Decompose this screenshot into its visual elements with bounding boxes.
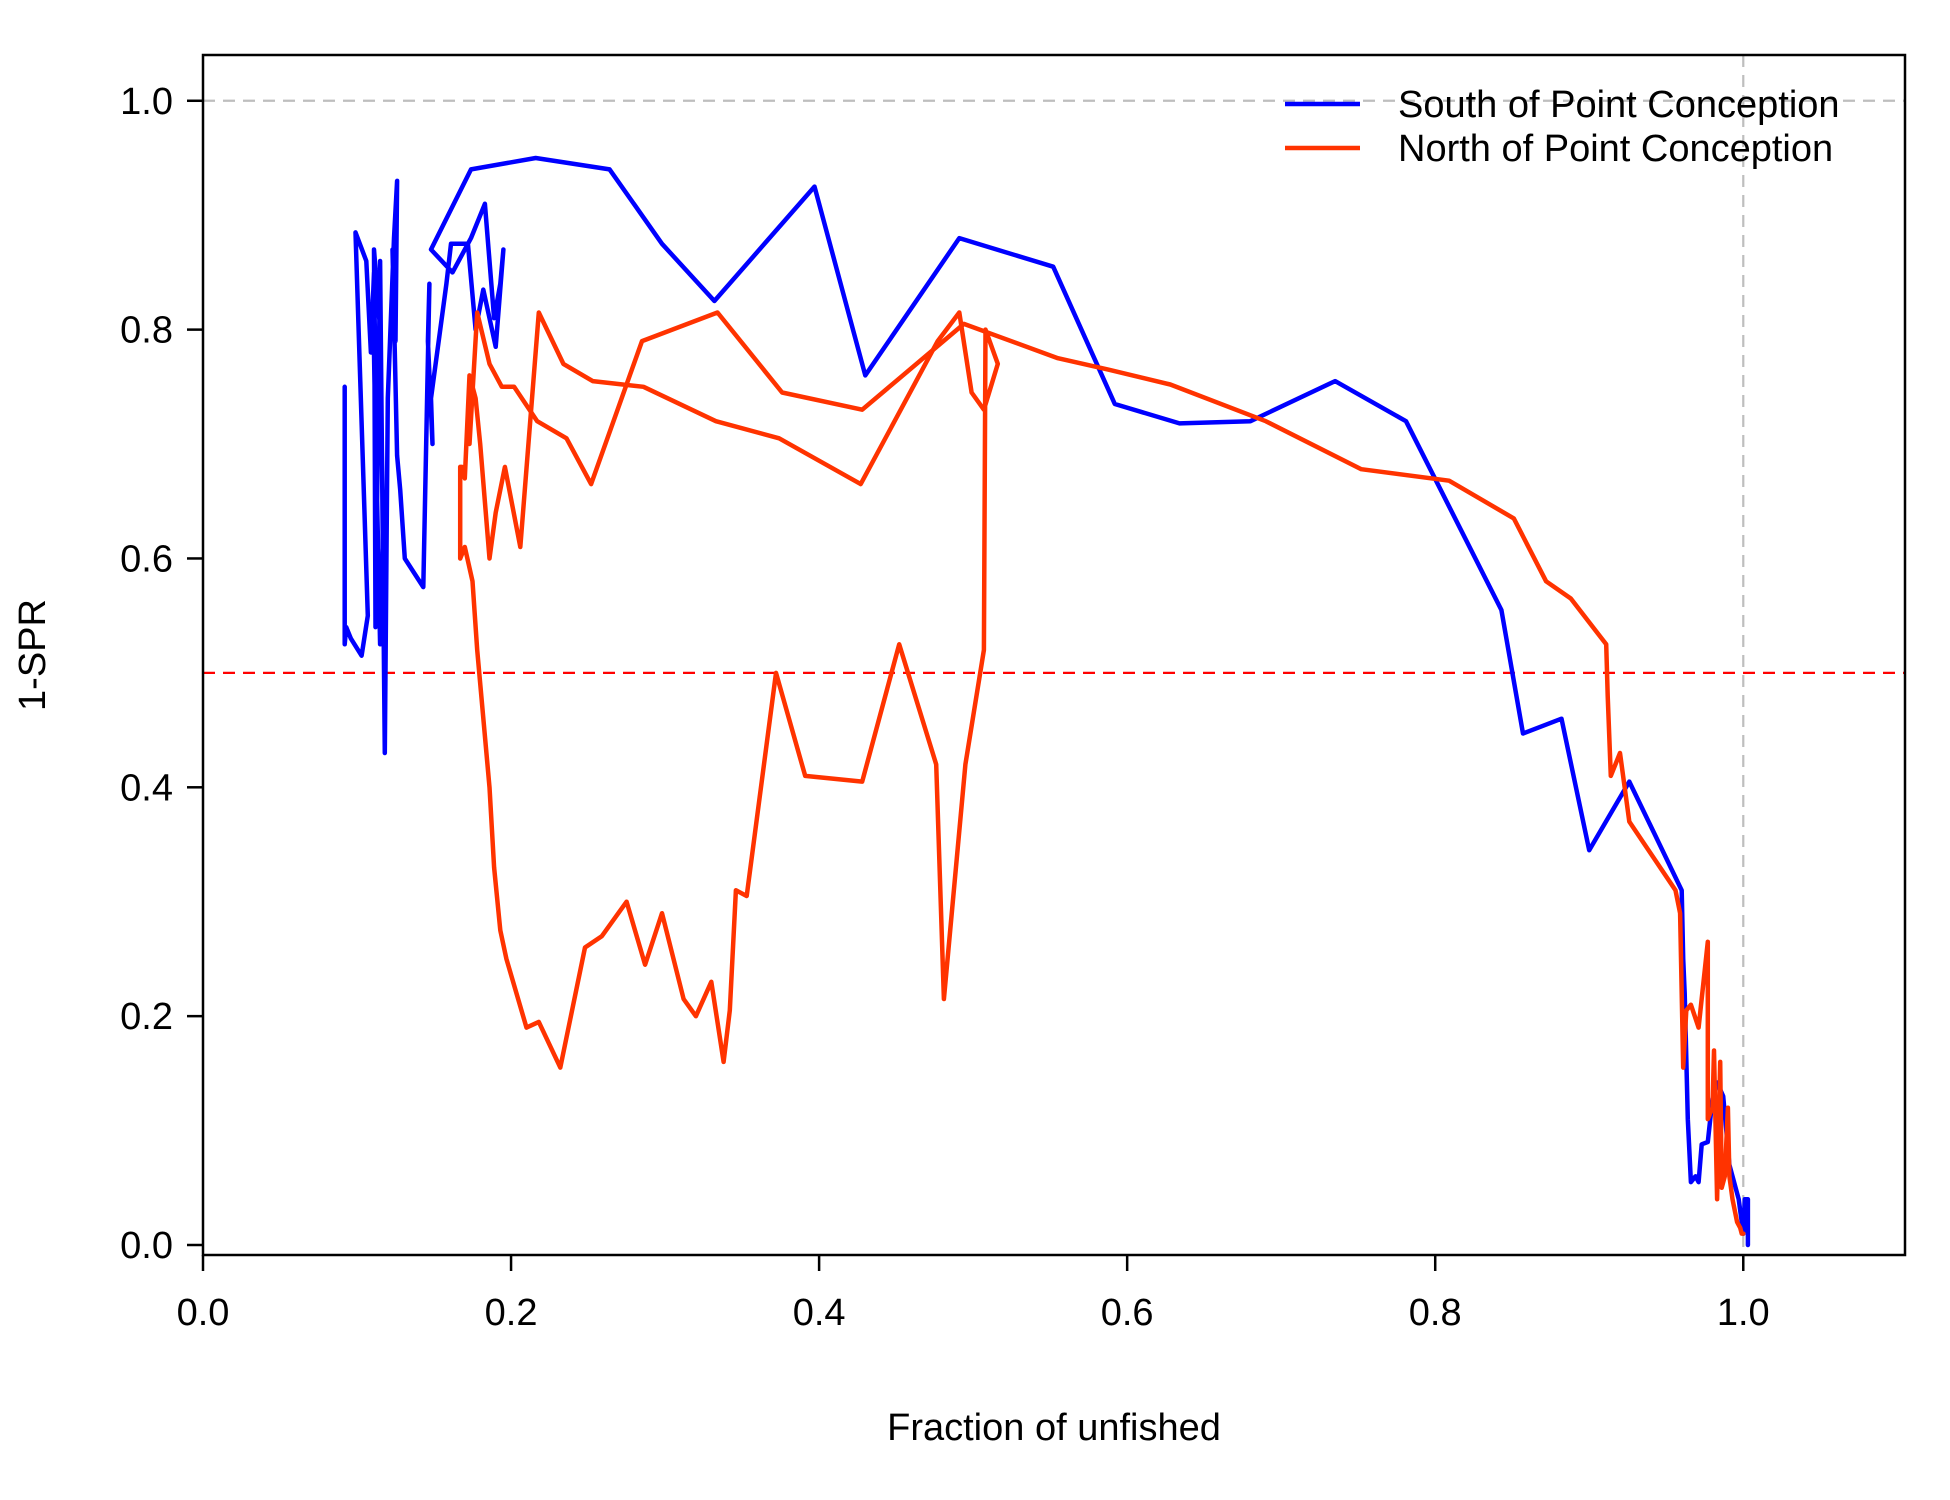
y-tick-label: 0.4	[120, 767, 173, 809]
series-line-1	[457, 310, 1001, 1070]
x-tick-label: 0.4	[793, 1292, 846, 1334]
y-tick-label: 0.6	[120, 538, 173, 580]
series-line-0	[342, 155, 1751, 1248]
series-layer	[342, 155, 1751, 1248]
x-tick-label: 0.6	[1101, 1292, 1154, 1334]
x-axis-title: Fraction of unfished	[887, 1407, 1221, 1449]
x-tick-label: 0.2	[485, 1292, 538, 1334]
series-line-2	[467, 310, 1746, 1236]
reference-lines	[203, 55, 1905, 1255]
plot-frame	[201, 53, 1907, 1257]
y-tick-label: 0.0	[120, 1225, 173, 1267]
y-tick-label: 0.8	[120, 310, 173, 352]
x-tick-label: 0.0	[177, 1292, 230, 1334]
x-tick-label: 1.0	[1717, 1292, 1770, 1334]
y-axis-title: 1-SPR	[12, 599, 54, 711]
legend-label: South of Point Conception	[1398, 84, 1840, 126]
x-axis: 0.0 0.2 0.4 0.6 0.8 1.0	[177, 1255, 1770, 1334]
y-tick-label: 1.0	[120, 81, 173, 123]
y-axis: 0.0 0.2 0.4 0.6 0.8 1.0	[120, 81, 203, 1267]
legend-label: North of Point Conception	[1398, 128, 1833, 170]
y-tick-label: 0.2	[120, 996, 173, 1038]
x-tick-label: 0.8	[1409, 1292, 1462, 1334]
